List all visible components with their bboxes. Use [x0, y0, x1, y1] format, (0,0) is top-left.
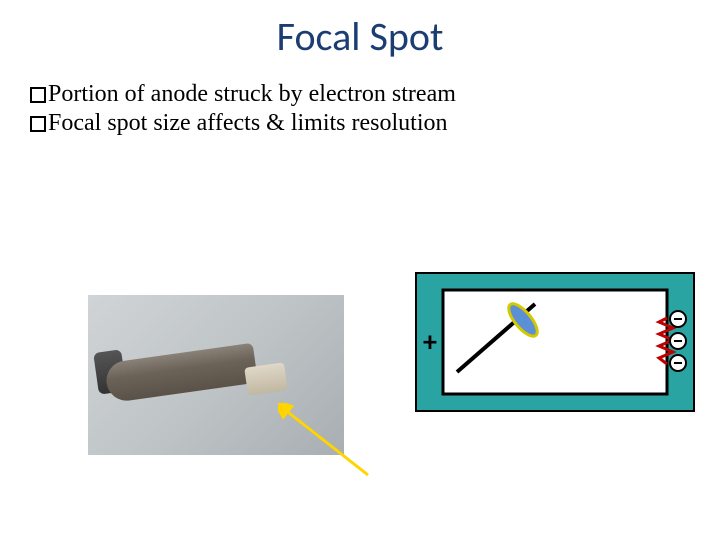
diagram-inner-rect [443, 290, 667, 394]
bullet-text: Portion of anode struck by electron stre… [48, 81, 456, 108]
diagram-svg [415, 272, 695, 412]
tube-tip [244, 362, 288, 395]
xray-tube-diagram: + [415, 272, 695, 412]
plus-icon: + [423, 324, 437, 359]
photo-background [88, 295, 344, 455]
bullet-box-icon [30, 87, 46, 103]
bullet-box-icon [30, 116, 46, 132]
tube-body [104, 343, 258, 403]
bullet-item: Portion of anode struck by electron stre… [30, 81, 690, 108]
slide-title: Focal Spot [0, 0, 720, 61]
bullet-list: Portion of anode struck by electron stre… [0, 61, 720, 137]
minus-icon [669, 310, 687, 328]
xray-tube-photo [88, 295, 344, 455]
bullet-text: Focal spot size affects & limits resolut… [48, 110, 448, 137]
minus-icon [669, 332, 687, 350]
minus-icon [669, 354, 687, 372]
bullet-item: Focal spot size affects & limits resolut… [30, 110, 690, 137]
